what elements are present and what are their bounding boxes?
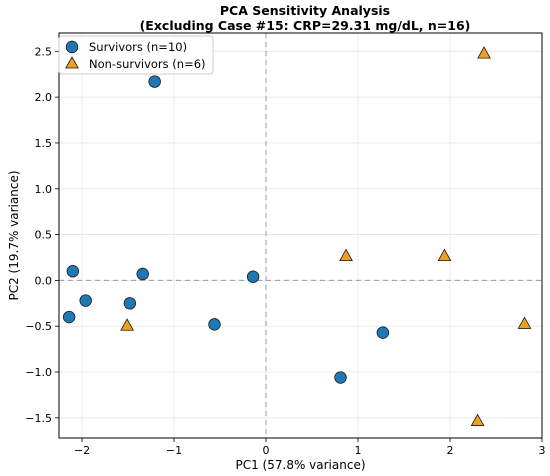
chart-title: PCA Sensitivity Analysis bbox=[220, 3, 390, 18]
survivor-point bbox=[79, 294, 92, 307]
legend-marker-non-survivors bbox=[65, 56, 79, 69]
survivor-point bbox=[208, 318, 221, 331]
legend-label-non-survivors: Non-survivors (n=6) bbox=[89, 57, 206, 71]
chart-subtitle: (Excluding Case #15: CRP=29.31 mg/dL, n=… bbox=[140, 18, 471, 33]
survivor-point bbox=[66, 265, 80, 278]
legend-label-survivors: Survivors (n=10) bbox=[89, 40, 187, 54]
y-tick-label: 1.5 bbox=[35, 137, 53, 150]
survivor-point bbox=[334, 371, 347, 384]
y-axis-label: PC2 (19.7% variance) bbox=[7, 170, 21, 300]
x-tick-label: −2 bbox=[74, 444, 90, 457]
legend: Survivors (n=10) Non-survivors (n=6) bbox=[58, 35, 214, 75]
survivor-point bbox=[62, 310, 76, 324]
x-axis-label: PC1 (57.8% variance) bbox=[235, 458, 365, 472]
survivor-point bbox=[136, 267, 149, 281]
reference-lines bbox=[59, 33, 542, 438]
y-tick-label: −0.5 bbox=[25, 320, 52, 333]
non-survivor-point bbox=[517, 316, 532, 329]
non-survivor-point bbox=[437, 248, 452, 262]
y-tick-label: 2.0 bbox=[35, 91, 53, 104]
x-tick-label: −1 bbox=[166, 444, 182, 457]
survivor-point bbox=[148, 75, 161, 88]
legend-box bbox=[58, 35, 214, 75]
non-survivor-point bbox=[470, 413, 485, 426]
legend-marker-survivors bbox=[65, 40, 79, 54]
y-tick-label: 0.0 bbox=[35, 274, 53, 287]
plot-frame bbox=[58, 32, 543, 439]
non-survivor-point bbox=[477, 46, 491, 59]
x-tick-label: 3 bbox=[539, 444, 546, 457]
survivor-point bbox=[123, 297, 137, 310]
survivor-point bbox=[376, 326, 390, 339]
non-survivor-point bbox=[120, 318, 134, 331]
y-tick-label: −1.0 bbox=[25, 366, 52, 379]
y-tick-label: 1.0 bbox=[35, 183, 53, 196]
survivor-point bbox=[246, 270, 260, 283]
x-tick-label: 2 bbox=[447, 444, 454, 457]
data-points bbox=[62, 46, 532, 426]
axis-ticks: −2 −1 0 1 2 3 −1.5 −1.0 −0.5 0.0 0.5 1.0 1.5 2.0 2.5 bbox=[25, 45, 545, 457]
y-tick-label: 0.5 bbox=[35, 229, 53, 242]
non-survivor-point bbox=[339, 248, 353, 262]
x-tick-label: 1 bbox=[355, 444, 362, 457]
y-tick-label: −1.5 bbox=[25, 412, 52, 425]
grid bbox=[59, 33, 543, 438]
y-tick-label: 2.5 bbox=[35, 45, 53, 58]
x-tick-label: 0 bbox=[263, 444, 270, 457]
